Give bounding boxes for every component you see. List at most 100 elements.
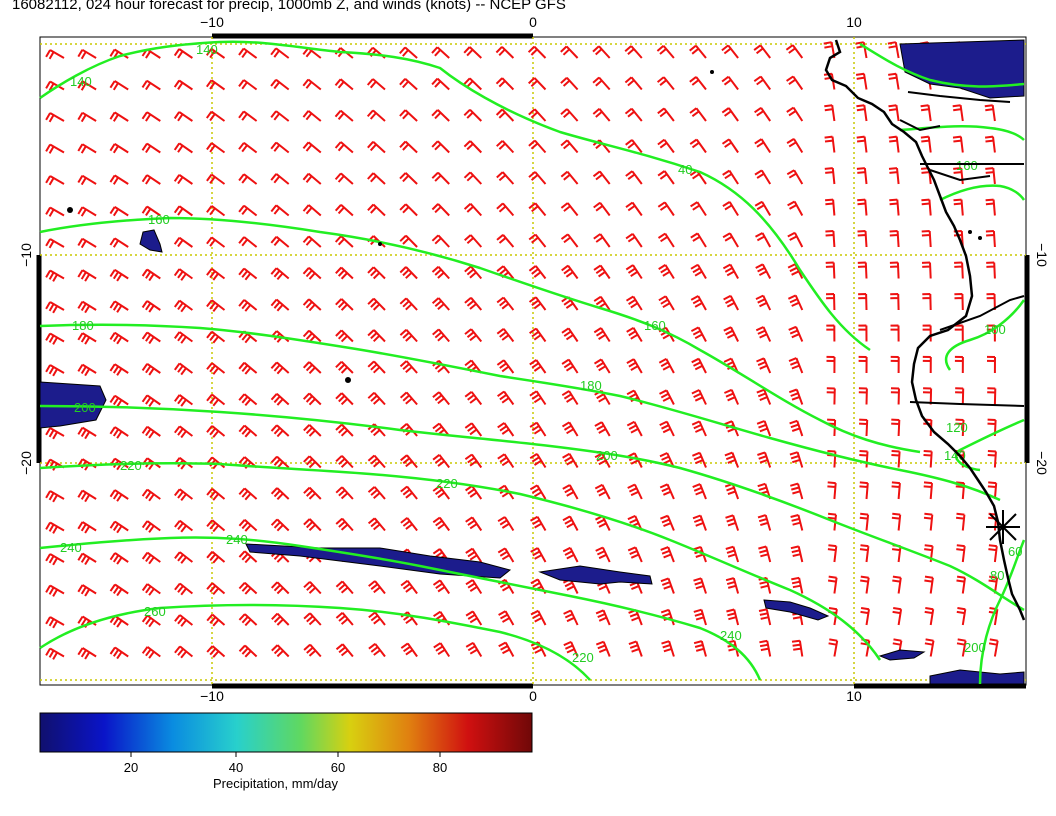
wind-barb	[464, 422, 483, 437]
wind-barb	[495, 77, 515, 91]
wind-barb	[141, 583, 161, 596]
wind-barb	[725, 577, 740, 594]
wind-barb	[335, 612, 354, 626]
precip-area-northeast	[899, 39, 1025, 99]
wind-barb	[790, 514, 804, 531]
wind-barb	[495, 46, 515, 59]
wind-barb	[270, 361, 290, 375]
wind-barb	[528, 233, 547, 248]
wind-barb	[693, 640, 707, 657]
wind-barb	[206, 393, 226, 407]
wind-barb	[464, 328, 483, 343]
wind-barb	[367, 454, 386, 469]
wind-barb	[855, 72, 868, 90]
wind-barb	[594, 421, 611, 437]
wind-barb	[109, 615, 129, 628]
wind-barb	[464, 391, 483, 406]
contour-label: 180	[580, 378, 602, 393]
wind-barb	[141, 362, 161, 376]
wind-barb	[986, 355, 996, 374]
wind-barb	[721, 138, 739, 154]
colorbar-tick-label: 20	[124, 760, 138, 775]
wind-barb	[77, 584, 97, 597]
wind-barb	[45, 206, 65, 217]
wind-barb	[302, 204, 322, 217]
height-contours	[39, 40, 1026, 685]
wind-barb	[560, 76, 579, 91]
colorbar	[39, 712, 533, 753]
wind-barb	[366, 109, 386, 122]
wind-barb	[759, 639, 772, 657]
wind-barb	[659, 420, 675, 437]
wind-barb	[238, 361, 258, 375]
wind-barb	[335, 360, 354, 374]
wind-barb	[723, 388, 740, 405]
wind-barb	[529, 359, 547, 374]
wind-barb	[77, 300, 97, 314]
wind-barb	[691, 357, 707, 374]
wind-barb	[109, 552, 129, 565]
wind-barb	[45, 143, 65, 154]
wind-barb	[530, 609, 547, 626]
wind-barb	[432, 391, 450, 406]
wind-barb	[367, 329, 386, 343]
wind-barb	[141, 142, 161, 154]
wind-barb	[238, 142, 258, 154]
wind-barb	[787, 200, 804, 216]
wind-barb	[205, 47, 226, 59]
wind-barb	[464, 359, 483, 374]
wind-barb	[986, 261, 996, 279]
wind-barb	[985, 230, 996, 248]
wind-barb	[303, 643, 322, 658]
map-title: 16082112, 024 hour forecast for precip, …	[12, 0, 566, 13]
wind-barb	[399, 78, 418, 91]
wind-barb	[725, 514, 740, 531]
wind-barb	[987, 481, 998, 500]
wind-barb	[923, 512, 934, 531]
wind-barb	[825, 198, 836, 216]
wind-barb	[497, 516, 515, 532]
colorbar-tick-label: 60	[331, 760, 345, 775]
wind-barb	[238, 456, 258, 469]
wind-barb	[334, 172, 354, 185]
wind-barb	[954, 261, 964, 279]
wind-barb	[465, 579, 483, 595]
contour-label: 160	[644, 318, 666, 333]
wind-barb	[141, 488, 161, 502]
wind-barb	[758, 608, 772, 626]
wind-barb	[659, 483, 675, 500]
wind-barb	[560, 170, 579, 185]
wind-barb	[529, 484, 547, 500]
wind-barb	[890, 387, 900, 405]
wind-barb	[497, 547, 515, 563]
wind-barb	[45, 616, 65, 629]
wind-barb	[561, 327, 579, 343]
bottom-tick-10: 10	[846, 688, 862, 704]
wind-barb	[141, 394, 161, 407]
wind-barb	[859, 544, 870, 563]
wind-barb	[561, 264, 579, 280]
wind-barb	[657, 232, 675, 248]
wind-barb	[431, 109, 450, 122]
wind-barb	[562, 546, 579, 563]
wind-barb	[625, 170, 643, 185]
wind-barb	[463, 202, 483, 217]
wind-barb	[859, 481, 869, 500]
wind-barb	[465, 641, 483, 658]
wind-barb	[625, 139, 643, 154]
right-tick-minus10: −10	[1034, 243, 1050, 267]
wind-barb	[592, 108, 611, 122]
wind-barb	[659, 389, 675, 405]
wind-barb	[529, 390, 547, 406]
wind-barb	[786, 75, 804, 91]
wind-barb	[692, 483, 707, 500]
wind-barb	[334, 78, 354, 91]
wind-barb	[109, 426, 129, 439]
wind-barb	[496, 140, 515, 154]
wind-barb	[368, 580, 386, 595]
wind-barb	[399, 266, 418, 280]
wind-barb	[658, 358, 675, 374]
wind-barb	[723, 294, 739, 311]
wind-barb	[791, 639, 804, 657]
